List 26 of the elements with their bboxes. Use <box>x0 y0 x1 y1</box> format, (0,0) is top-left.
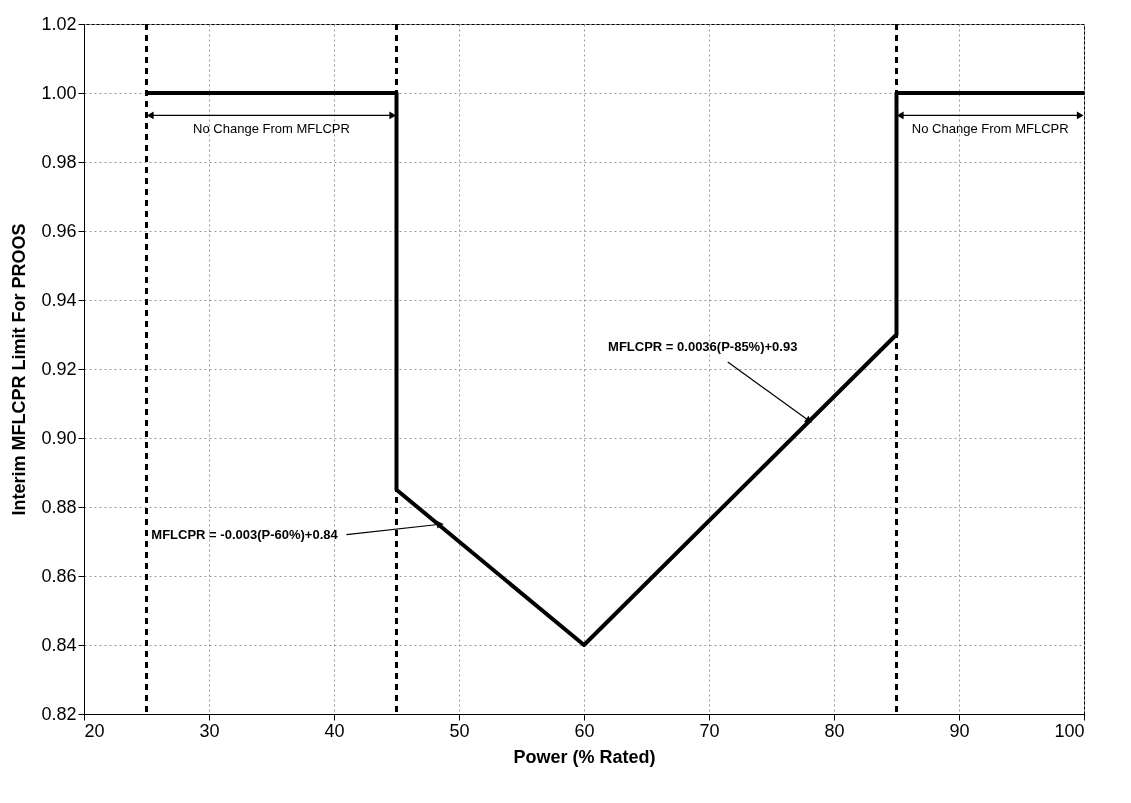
x-tick-label: 40 <box>324 720 345 741</box>
annotation: MFLCPR = -0.003(P-60%)+0.84 <box>151 526 339 542</box>
x-tick-label: 100 <box>1054 720 1085 741</box>
y-tick-label: 0.98 <box>41 151 77 172</box>
x-tick-label: 70 <box>699 720 720 741</box>
y-tick-label: 0.88 <box>41 496 77 517</box>
y-tick-label: 0.90 <box>41 427 77 448</box>
y-tick-label: 0.94 <box>41 289 77 310</box>
x-tick-label: 20 <box>84 720 105 741</box>
y-tick-label: 0.92 <box>41 358 77 379</box>
x-tick-label: 30 <box>199 720 220 741</box>
x-tick-label: 80 <box>824 720 845 741</box>
x-tick-label: 60 <box>574 720 595 741</box>
y-tick-label: 0.82 <box>41 703 77 724</box>
y-tick-label: 0.96 <box>41 220 77 241</box>
x-tick-label: 90 <box>949 720 970 741</box>
y-tick-label: 0.86 <box>41 565 77 586</box>
annotation: MFLCPR = 0.0036(P-85%)+0.93 <box>608 338 798 354</box>
y-axis-title: Interim MFLCPR Limit For PROOS <box>9 223 30 516</box>
annotation: No Change From MFLCPR <box>911 121 1069 137</box>
x-tick-label: 50 <box>449 720 470 741</box>
annotation: No Change From MFLCPR <box>193 121 350 137</box>
y-tick-label: 1.02 <box>41 13 77 34</box>
x-axis-title: Power (% Rated) <box>513 746 656 767</box>
y-tick-label: 1.00 <box>41 82 77 103</box>
y-tick-label: 0.84 <box>41 634 77 655</box>
